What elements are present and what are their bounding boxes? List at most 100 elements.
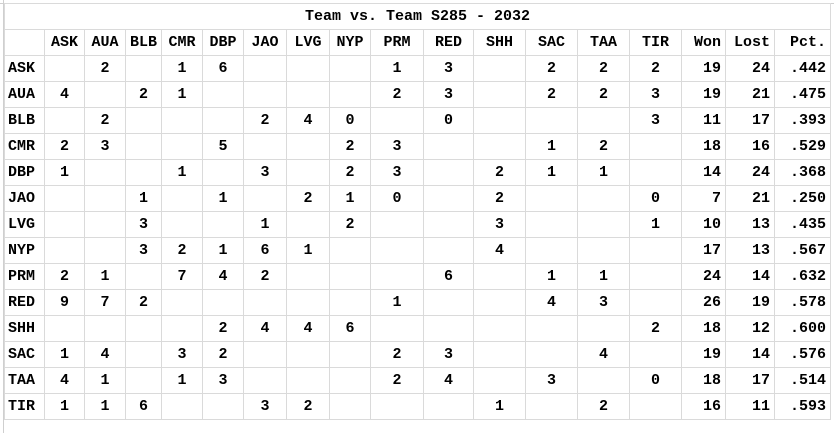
record-cell[interactable] [329,81,372,108]
record-cell[interactable] [243,289,288,316]
record-cell[interactable] [44,55,85,82]
record-cell[interactable] [44,237,85,264]
record-cell[interactable]: 2 [370,341,425,368]
record-cell[interactable] [577,107,631,134]
record-cell[interactable] [84,81,126,108]
record-cell[interactable] [525,393,579,420]
record-cell[interactable]: 3 [243,159,288,186]
record-cell[interactable]: 1 [473,393,527,420]
won-cell[interactable]: 11 [681,107,727,134]
record-cell[interactable] [577,185,631,212]
record-cell[interactable] [286,55,331,82]
won-cell[interactable]: 17 [681,237,727,264]
record-cell[interactable]: 1 [329,185,372,212]
record-cell[interactable]: 2 [629,315,683,342]
record-cell[interactable]: 2 [202,341,245,368]
row-team-label[interactable]: BLB [4,107,45,134]
record-cell[interactable] [329,341,372,368]
record-cell[interactable]: 1 [44,341,85,368]
record-cell[interactable] [423,211,475,238]
record-cell[interactable]: 1 [161,159,204,186]
record-cell[interactable] [629,237,683,264]
record-cell[interactable]: 5 [202,133,245,160]
record-cell[interactable]: 2 [161,237,204,264]
row-team-label[interactable]: LVG [4,211,45,238]
won-cell[interactable]: 7 [681,185,727,212]
record-cell[interactable] [161,393,204,420]
record-cell[interactable]: 3 [629,107,683,134]
record-cell[interactable]: 2 [84,55,126,82]
record-cell[interactable] [202,159,245,186]
record-cell[interactable] [629,133,683,160]
record-cell[interactable]: 0 [629,185,683,212]
record-cell[interactable]: 2 [370,367,425,394]
record-cell[interactable]: 2 [202,315,245,342]
lost-cell[interactable]: 21 [725,185,776,212]
record-cell[interactable]: 4 [44,367,85,394]
record-cell[interactable] [525,211,579,238]
record-cell[interactable] [577,367,631,394]
record-cell[interactable] [44,185,85,212]
record-cell[interactable]: 4 [202,263,245,290]
record-cell[interactable]: 3 [629,81,683,108]
record-cell[interactable] [370,107,425,134]
record-cell[interactable] [286,263,331,290]
record-cell[interactable] [124,341,163,368]
record-cell[interactable]: 1 [44,393,85,420]
row-team-label[interactable]: TIR [4,393,45,420]
column-header-red[interactable]: RED [423,29,475,56]
won-cell[interactable]: 18 [681,133,727,160]
record-cell[interactable] [124,315,163,342]
record-cell[interactable] [629,159,683,186]
record-cell[interactable]: 4 [243,315,288,342]
row-team-label[interactable]: PRM [4,263,45,290]
record-cell[interactable] [525,315,579,342]
record-cell[interactable]: 1 [525,159,579,186]
pct-cell[interactable]: .567 [774,237,832,264]
record-cell[interactable] [124,367,163,394]
record-cell[interactable]: 1 [370,55,425,82]
record-cell[interactable] [370,237,425,264]
record-cell[interactable]: 4 [525,289,579,316]
record-cell[interactable]: 2 [473,159,527,186]
record-cell[interactable] [84,185,126,212]
row-team-label[interactable]: NYP [4,237,45,264]
record-cell[interactable] [84,211,126,238]
record-cell[interactable] [525,185,579,212]
record-cell[interactable]: 1 [243,211,288,238]
record-cell[interactable] [370,263,425,290]
record-cell[interactable]: 4 [44,81,85,108]
row-team-label[interactable]: ASK [4,55,45,82]
column-header-dbp[interactable]: DBP [202,29,245,56]
record-cell[interactable]: 7 [84,289,126,316]
record-cell[interactable] [243,55,288,82]
record-cell[interactable]: 2 [473,185,527,212]
record-cell[interactable]: 6 [423,263,475,290]
record-cell[interactable] [423,237,475,264]
column-header-lost[interactable]: Lost [725,29,776,56]
record-cell[interactable]: 3 [473,211,527,238]
record-cell[interactable]: 2 [243,263,288,290]
record-cell[interactable]: 3 [161,341,204,368]
pct-cell[interactable]: .475 [774,81,832,108]
record-cell[interactable]: 4 [286,107,331,134]
column-header-taa[interactable]: TAA [577,29,631,56]
record-cell[interactable]: 1 [629,211,683,238]
record-cell[interactable]: 6 [329,315,372,342]
record-cell[interactable] [370,211,425,238]
record-cell[interactable]: 2 [525,55,579,82]
pct-cell[interactable]: .600 [774,315,832,342]
record-cell[interactable]: 2 [525,81,579,108]
pct-cell[interactable]: .632 [774,263,832,290]
record-cell[interactable]: 1 [286,237,331,264]
record-cell[interactable]: 0 [423,107,475,134]
pct-cell[interactable]: .514 [774,367,832,394]
row-team-label[interactable]: RED [4,289,45,316]
record-cell[interactable] [161,107,204,134]
column-header-jao[interactable]: JAO [243,29,288,56]
record-cell[interactable]: 1 [84,393,126,420]
row-team-label[interactable]: JAO [4,185,45,212]
lost-cell[interactable]: 14 [725,263,776,290]
record-cell[interactable]: 1 [161,81,204,108]
column-header-tir[interactable]: TIR [629,29,683,56]
